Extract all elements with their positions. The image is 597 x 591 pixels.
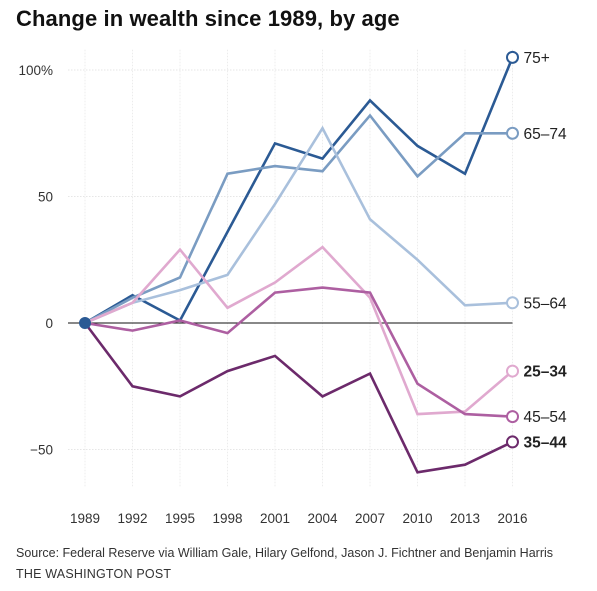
series-lines xyxy=(83,56,514,474)
series-line-25-34 xyxy=(84,245,514,416)
x-tick-label: 2013 xyxy=(450,511,480,526)
x-tick-label: 2010 xyxy=(402,511,432,526)
series-line-75 xyxy=(84,56,514,325)
line-chart: 100% 50 0 −50 1989 1992 1995 1998 2001 2004 2007 2… xyxy=(18,49,567,526)
series-end-marker-25-34 xyxy=(506,364,519,378)
series-end-label-35-44: 35–44 xyxy=(524,434,567,451)
y-tick-label: −50 xyxy=(30,443,53,458)
x-tick-label: 1989 xyxy=(70,511,100,526)
series-end-marker-35-44 xyxy=(506,435,519,449)
x-tick-label: 1995 xyxy=(165,511,195,526)
y-tick-label: 50 xyxy=(38,190,53,205)
source-note: Source: Federal Reserve via William Gale… xyxy=(16,546,554,560)
x-tick-label: 2016 xyxy=(497,511,527,526)
series-end-label-65-74: 65–74 xyxy=(524,126,567,143)
series-end-marker-55-64 xyxy=(506,296,519,310)
series-line-65-74 xyxy=(84,113,513,325)
series-line-35-44 xyxy=(83,322,514,474)
series-line-45-54 xyxy=(84,286,513,418)
x-axis-tick-labels: 1989 1992 1995 1998 2001 2004 2007 2010 2013 2016 xyxy=(70,511,528,526)
x-tick-label: 1998 xyxy=(212,511,242,526)
series-end-label-45-54: 45–54 xyxy=(524,409,567,426)
start-point-marker xyxy=(79,317,91,329)
gridlines xyxy=(68,49,513,488)
publisher-credit: THE WASHINGTON POST xyxy=(16,567,172,581)
x-tick-label: 1992 xyxy=(117,511,147,526)
y-tick-label: 0 xyxy=(45,316,53,331)
x-tick-label: 2007 xyxy=(355,511,385,526)
series-end-marker-75 xyxy=(506,50,519,64)
series-end-label-55-64: 55–64 xyxy=(524,295,567,312)
series-line-55-64 xyxy=(84,125,513,325)
series-end-marker-45-54 xyxy=(506,410,519,424)
chart-title: Change in wealth since 1989, by age xyxy=(16,6,400,31)
series-end-labels: 75+ 65–74 55–64 25–34 45–54 35–44 xyxy=(79,50,567,451)
series-end-marker-65-74 xyxy=(506,126,519,140)
series-end-label-75: 75+ xyxy=(524,50,550,67)
series-end-label-25-34: 25–34 xyxy=(524,364,567,381)
y-tick-label: 100% xyxy=(18,63,53,78)
x-tick-label: 2004 xyxy=(307,511,338,526)
x-tick-label: 2001 xyxy=(260,511,290,526)
y-axis-tick-labels: 100% 50 0 −50 xyxy=(18,63,53,458)
